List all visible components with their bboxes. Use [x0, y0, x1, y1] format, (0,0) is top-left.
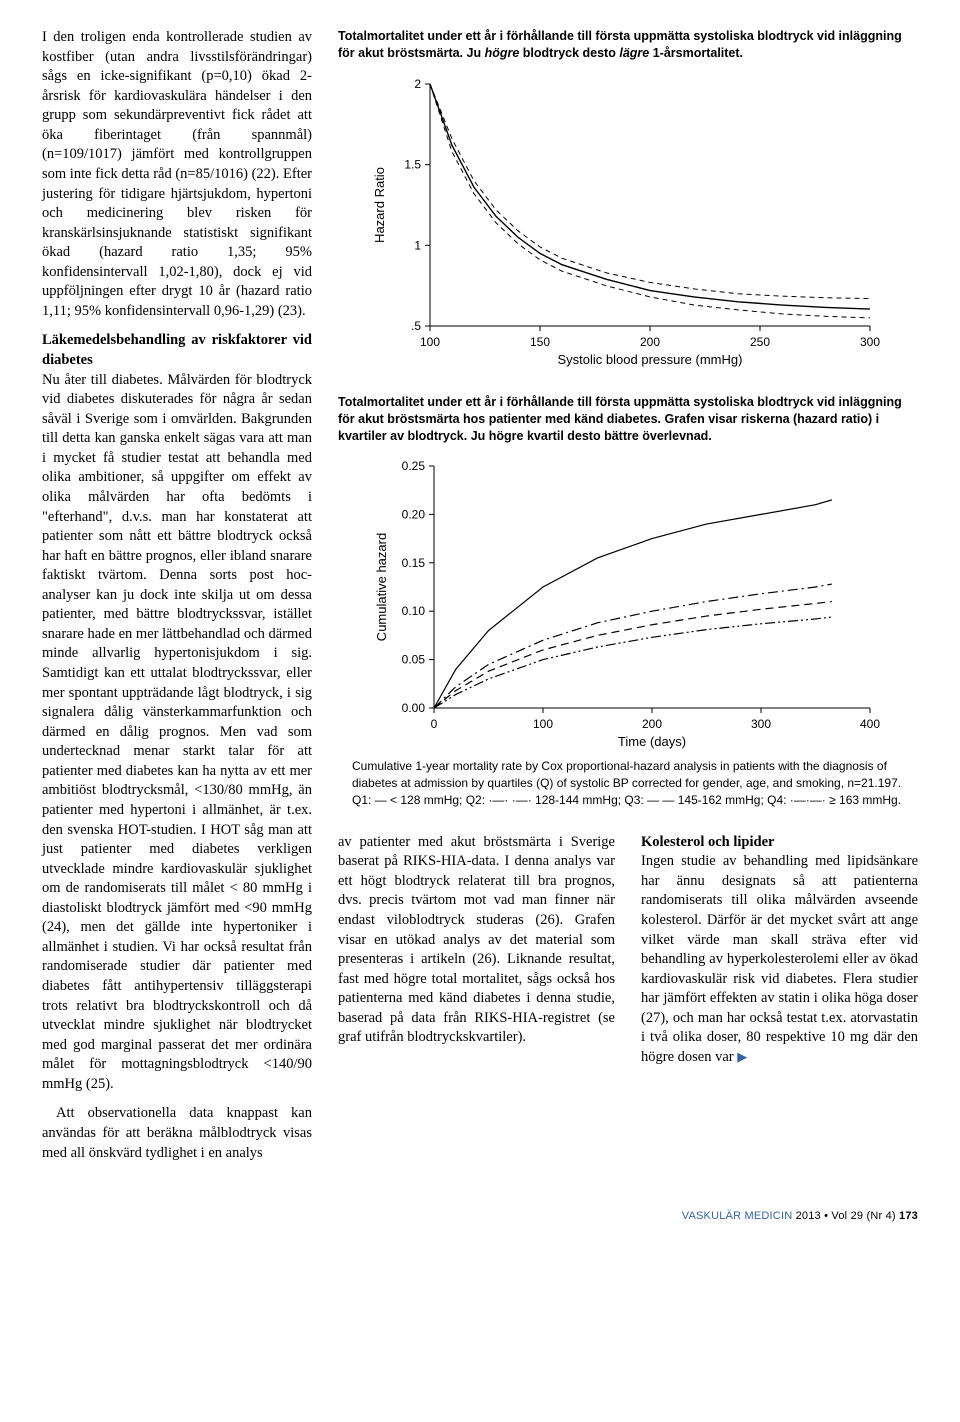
- svg-text:0.05: 0.05: [402, 653, 426, 667]
- svg-text:300: 300: [751, 717, 771, 731]
- paragraph-3: Att observationella data knappast kan an…: [42, 1104, 312, 1163]
- bottom-col-1: av patienter med akut bröstsmärta i Sver…: [338, 833, 615, 1078]
- svg-text:.5: .5: [411, 319, 421, 333]
- cumulative-hazard-chart: 0.00 0.05 0.10 0.15 0.20 0.25 0 100 200 300 400 Tim…: [368, 452, 888, 752]
- paragraph-2: Nu åter till diabetes. Målvärden för blo…: [42, 371, 312, 1095]
- subhead-lakemedel: Läkemedelsbehandling av riskfaktorer vid…: [42, 331, 312, 370]
- svg-text:100: 100: [533, 717, 553, 731]
- bottom-head-kolesterol: Kolesterol och lipider: [641, 833, 918, 853]
- svg-text:0.25: 0.25: [402, 459, 426, 473]
- svg-text:150: 150: [530, 335, 550, 349]
- figure-1-caption: Totalmortalitet under ett år i förhållan…: [338, 28, 918, 62]
- hazard-ratio-chart: .5 1 1.5 2 100 150 200 250 300 Systolic blood pre…: [368, 70, 888, 370]
- bottom-col-2: Kolesterol och lipider Ingen studie av b…: [641, 833, 918, 1078]
- right-figure-column: Totalmortalitet under ett år i förhållan…: [338, 28, 918, 1173]
- svg-text:200: 200: [640, 335, 660, 349]
- figure-2: Totalmortalitet under ett år i förhållan…: [338, 394, 918, 809]
- svg-text:Cumulative hazard: Cumulative hazard: [374, 533, 389, 641]
- svg-text:1: 1: [414, 238, 421, 252]
- footer-journal: VASKULÄR MEDICIN: [682, 1210, 793, 1222]
- page-footer: VASKULÄR MEDICIN 2013 • Vol 29 (Nr 4) 17…: [42, 1209, 918, 1224]
- continue-arrow-icon: ▶: [737, 1049, 747, 1064]
- svg-text:250: 250: [750, 335, 770, 349]
- svg-text:Systolic blood pressure (mmHg): Systolic blood pressure (mmHg): [558, 352, 743, 367]
- svg-text:0.10: 0.10: [402, 605, 426, 619]
- bottom-para-1: av patienter med akut bröstsmärta i Sver…: [338, 833, 615, 1048]
- svg-text:0.15: 0.15: [402, 556, 426, 570]
- figure-2-subcaption: Cumulative 1-year mortality rate by Cox …: [338, 758, 918, 808]
- svg-text:300: 300: [860, 335, 880, 349]
- paragraph-1: I den troligen enda kontrollerade studie…: [42, 28, 312, 321]
- svg-text:100: 100: [420, 335, 440, 349]
- bottom-para-2: Ingen studie av behandling med lipidsänk…: [641, 852, 918, 1067]
- svg-text:0.20: 0.20: [402, 508, 426, 522]
- svg-text:400: 400: [860, 717, 880, 731]
- footer-issue: 2013 • Vol 29 (Nr 4): [792, 1210, 899, 1222]
- svg-text:1.5: 1.5: [404, 157, 421, 171]
- footer-page-number: 173: [899, 1210, 918, 1222]
- svg-text:Hazard Ratio: Hazard Ratio: [372, 167, 387, 243]
- left-text-column: I den troligen enda kontrollerade studie…: [42, 28, 312, 1173]
- svg-text:2: 2: [414, 77, 421, 91]
- svg-text:Time (days): Time (days): [618, 734, 686, 749]
- svg-text:200: 200: [642, 717, 662, 731]
- figure-1: Totalmortalitet under ett år i förhållan…: [338, 28, 918, 370]
- svg-text:0: 0: [431, 717, 438, 731]
- figure-2-caption: Totalmortalitet under ett år i förhållan…: [338, 394, 918, 445]
- bottom-text-columns: av patienter med akut bröstsmärta i Sver…: [338, 833, 918, 1078]
- svg-text:0.00: 0.00: [402, 701, 426, 715]
